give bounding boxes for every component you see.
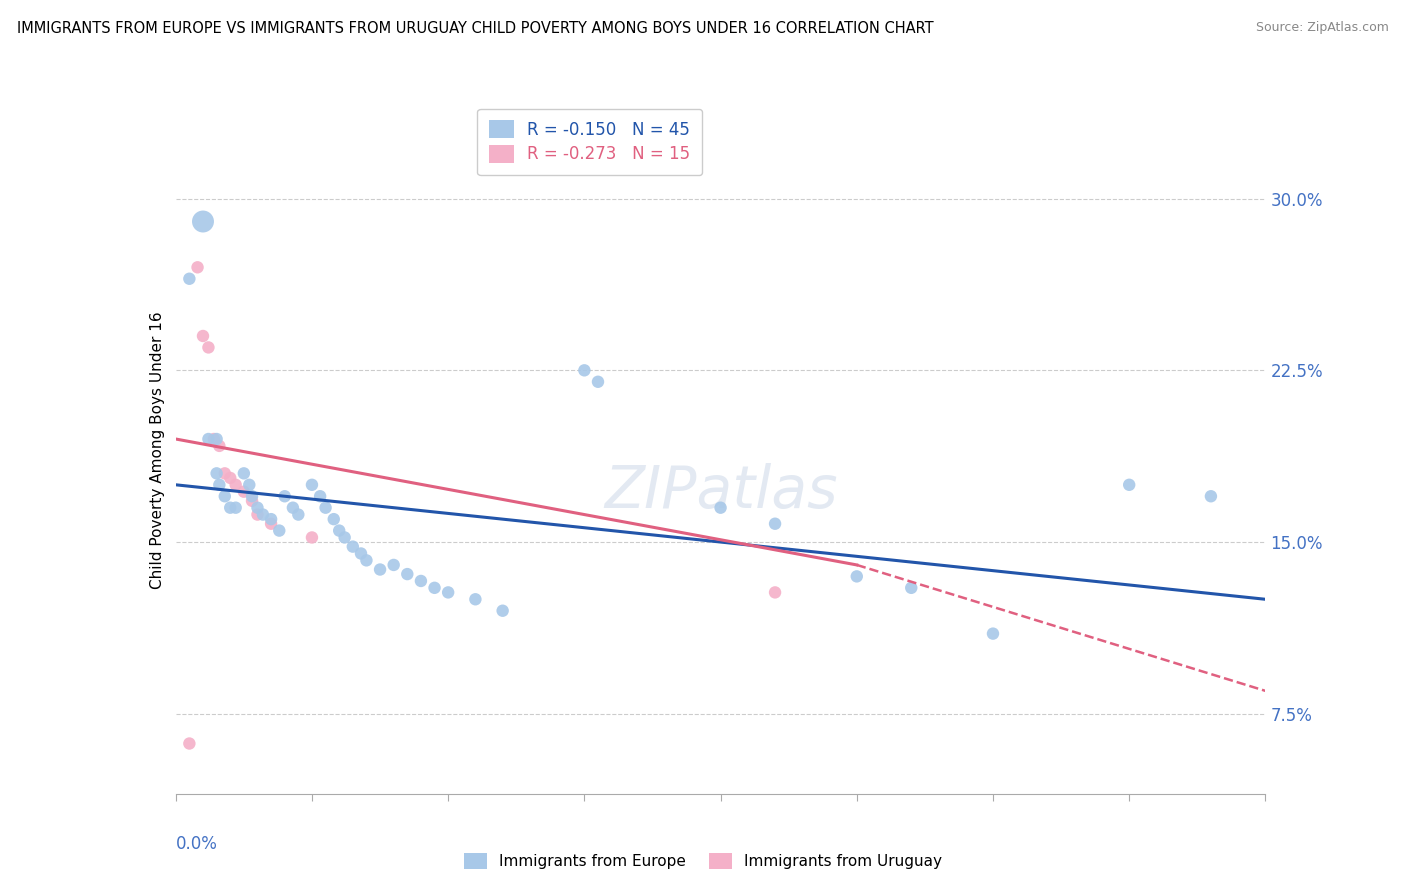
Point (197, 340, 219, 354)
Point (356, 553, 378, 567)
Point (350, 546, 373, 561)
Point (219, 471, 242, 485)
Point (845, 569, 868, 583)
Point (333, 531, 356, 545)
Point (179, 737, 201, 751)
Point (586, 375, 609, 389)
Point (287, 508, 309, 522)
Point (1118, 478, 1140, 492)
Point (900, 581, 922, 595)
Point (322, 512, 344, 526)
Point (301, 531, 323, 545)
Point (423, 581, 446, 595)
Point (214, 489, 236, 503)
Point (205, 467, 228, 481)
Point (225, 478, 247, 492)
Point (574, 363, 596, 377)
Point (260, 512, 283, 526)
Point (208, 439, 231, 453)
Point (763, 516, 786, 531)
Point (492, 604, 515, 618)
Point (246, 500, 269, 515)
Y-axis label: Child Poverty Among Boys Under 16: Child Poverty Among Boys Under 16 (149, 311, 165, 590)
Point (260, 516, 283, 531)
Point (981, 626, 1004, 640)
Point (240, 489, 263, 503)
Point (396, 567, 419, 582)
Point (232, 467, 254, 481)
Text: Source: ZipAtlas.com: Source: ZipAtlas.com (1256, 21, 1389, 34)
Point (274, 489, 297, 503)
Point (214, 467, 236, 481)
Point (202, 432, 225, 446)
Point (191, 329, 214, 343)
Point (301, 478, 323, 492)
Point (763, 585, 786, 599)
Point (225, 500, 247, 515)
Text: 0.0%: 0.0% (176, 835, 218, 853)
Point (232, 484, 254, 499)
Point (191, 214, 214, 228)
Point (238, 478, 260, 492)
Point (281, 500, 304, 515)
Point (437, 585, 460, 599)
Legend: R = -0.150   N = 45, R = -0.273   N = 15: R = -0.150 N = 45, R = -0.273 N = 15 (478, 109, 702, 175)
Point (269, 524, 291, 538)
Point (382, 558, 405, 572)
Point (205, 432, 228, 446)
Text: IMMIGRANTS FROM EUROPE VS IMMIGRANTS FROM URUGUAY CHILD POVERTY AMONG BOYS UNDER: IMMIGRANTS FROM EUROPE VS IMMIGRANTS FRO… (17, 21, 934, 36)
Point (179, 271, 201, 285)
Point (464, 592, 486, 607)
Point (186, 260, 209, 275)
Point (197, 432, 219, 446)
Point (309, 489, 332, 503)
Point (208, 478, 231, 492)
Point (219, 500, 242, 515)
Text: ZIPatlas: ZIPatlas (603, 463, 838, 520)
Point (328, 524, 350, 538)
Point (246, 508, 269, 522)
Point (368, 562, 391, 576)
Point (342, 540, 364, 554)
Legend: Immigrants from Europe, Immigrants from Uruguay: Immigrants from Europe, Immigrants from … (458, 847, 948, 875)
Point (252, 508, 274, 522)
Point (710, 500, 733, 515)
Point (240, 493, 263, 508)
Point (1199, 489, 1222, 503)
Point (409, 574, 432, 588)
Point (315, 500, 337, 515)
